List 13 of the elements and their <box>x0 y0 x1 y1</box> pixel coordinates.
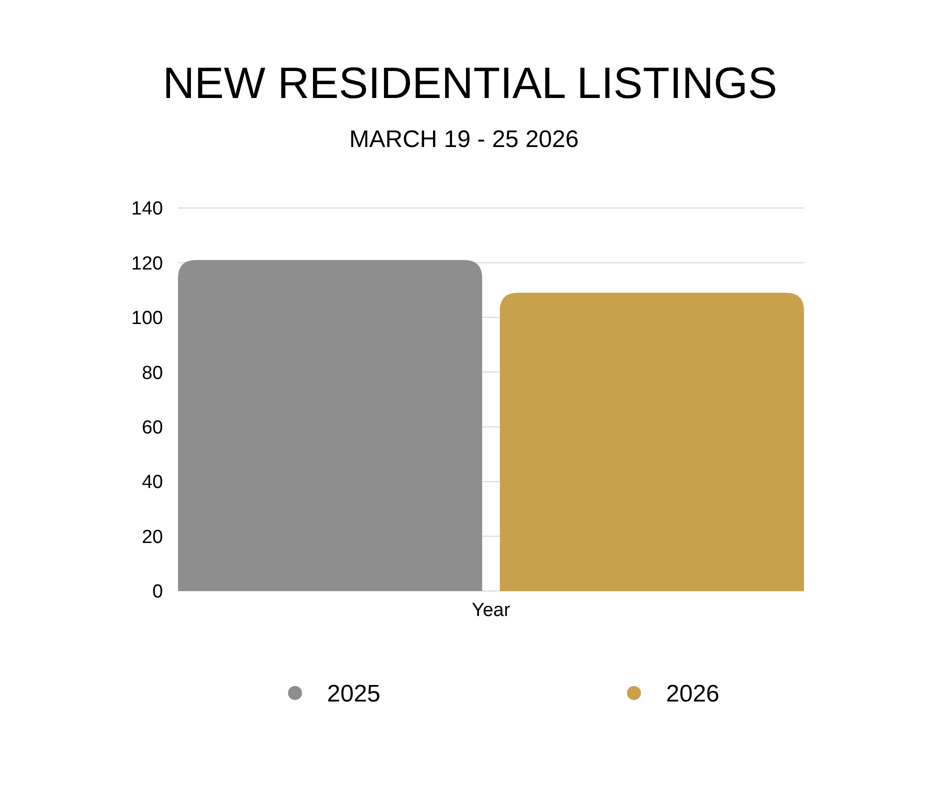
y-tick-label: 120 <box>131 253 163 274</box>
chart-title: NEW RESIDENTIAL LISTINGS <box>162 59 778 108</box>
y-tick-label: 140 <box>131 198 163 220</box>
x-tick-label: Year <box>472 600 511 621</box>
y-tick-label: 40 <box>142 472 163 494</box>
legend-label: 2025 <box>327 680 380 708</box>
y-tick-label: 80 <box>142 362 163 384</box>
y-tick-label: 20 <box>142 526 163 548</box>
y-tick-label: 60 <box>142 418 163 439</box>
legend-label: 2026 <box>666 680 720 708</box>
chart-subtitle: MARCH 19 - 25 2026 <box>349 126 579 153</box>
y-tick-label: 100 <box>131 308 163 330</box>
y-tick-label: 0 <box>152 582 163 603</box>
